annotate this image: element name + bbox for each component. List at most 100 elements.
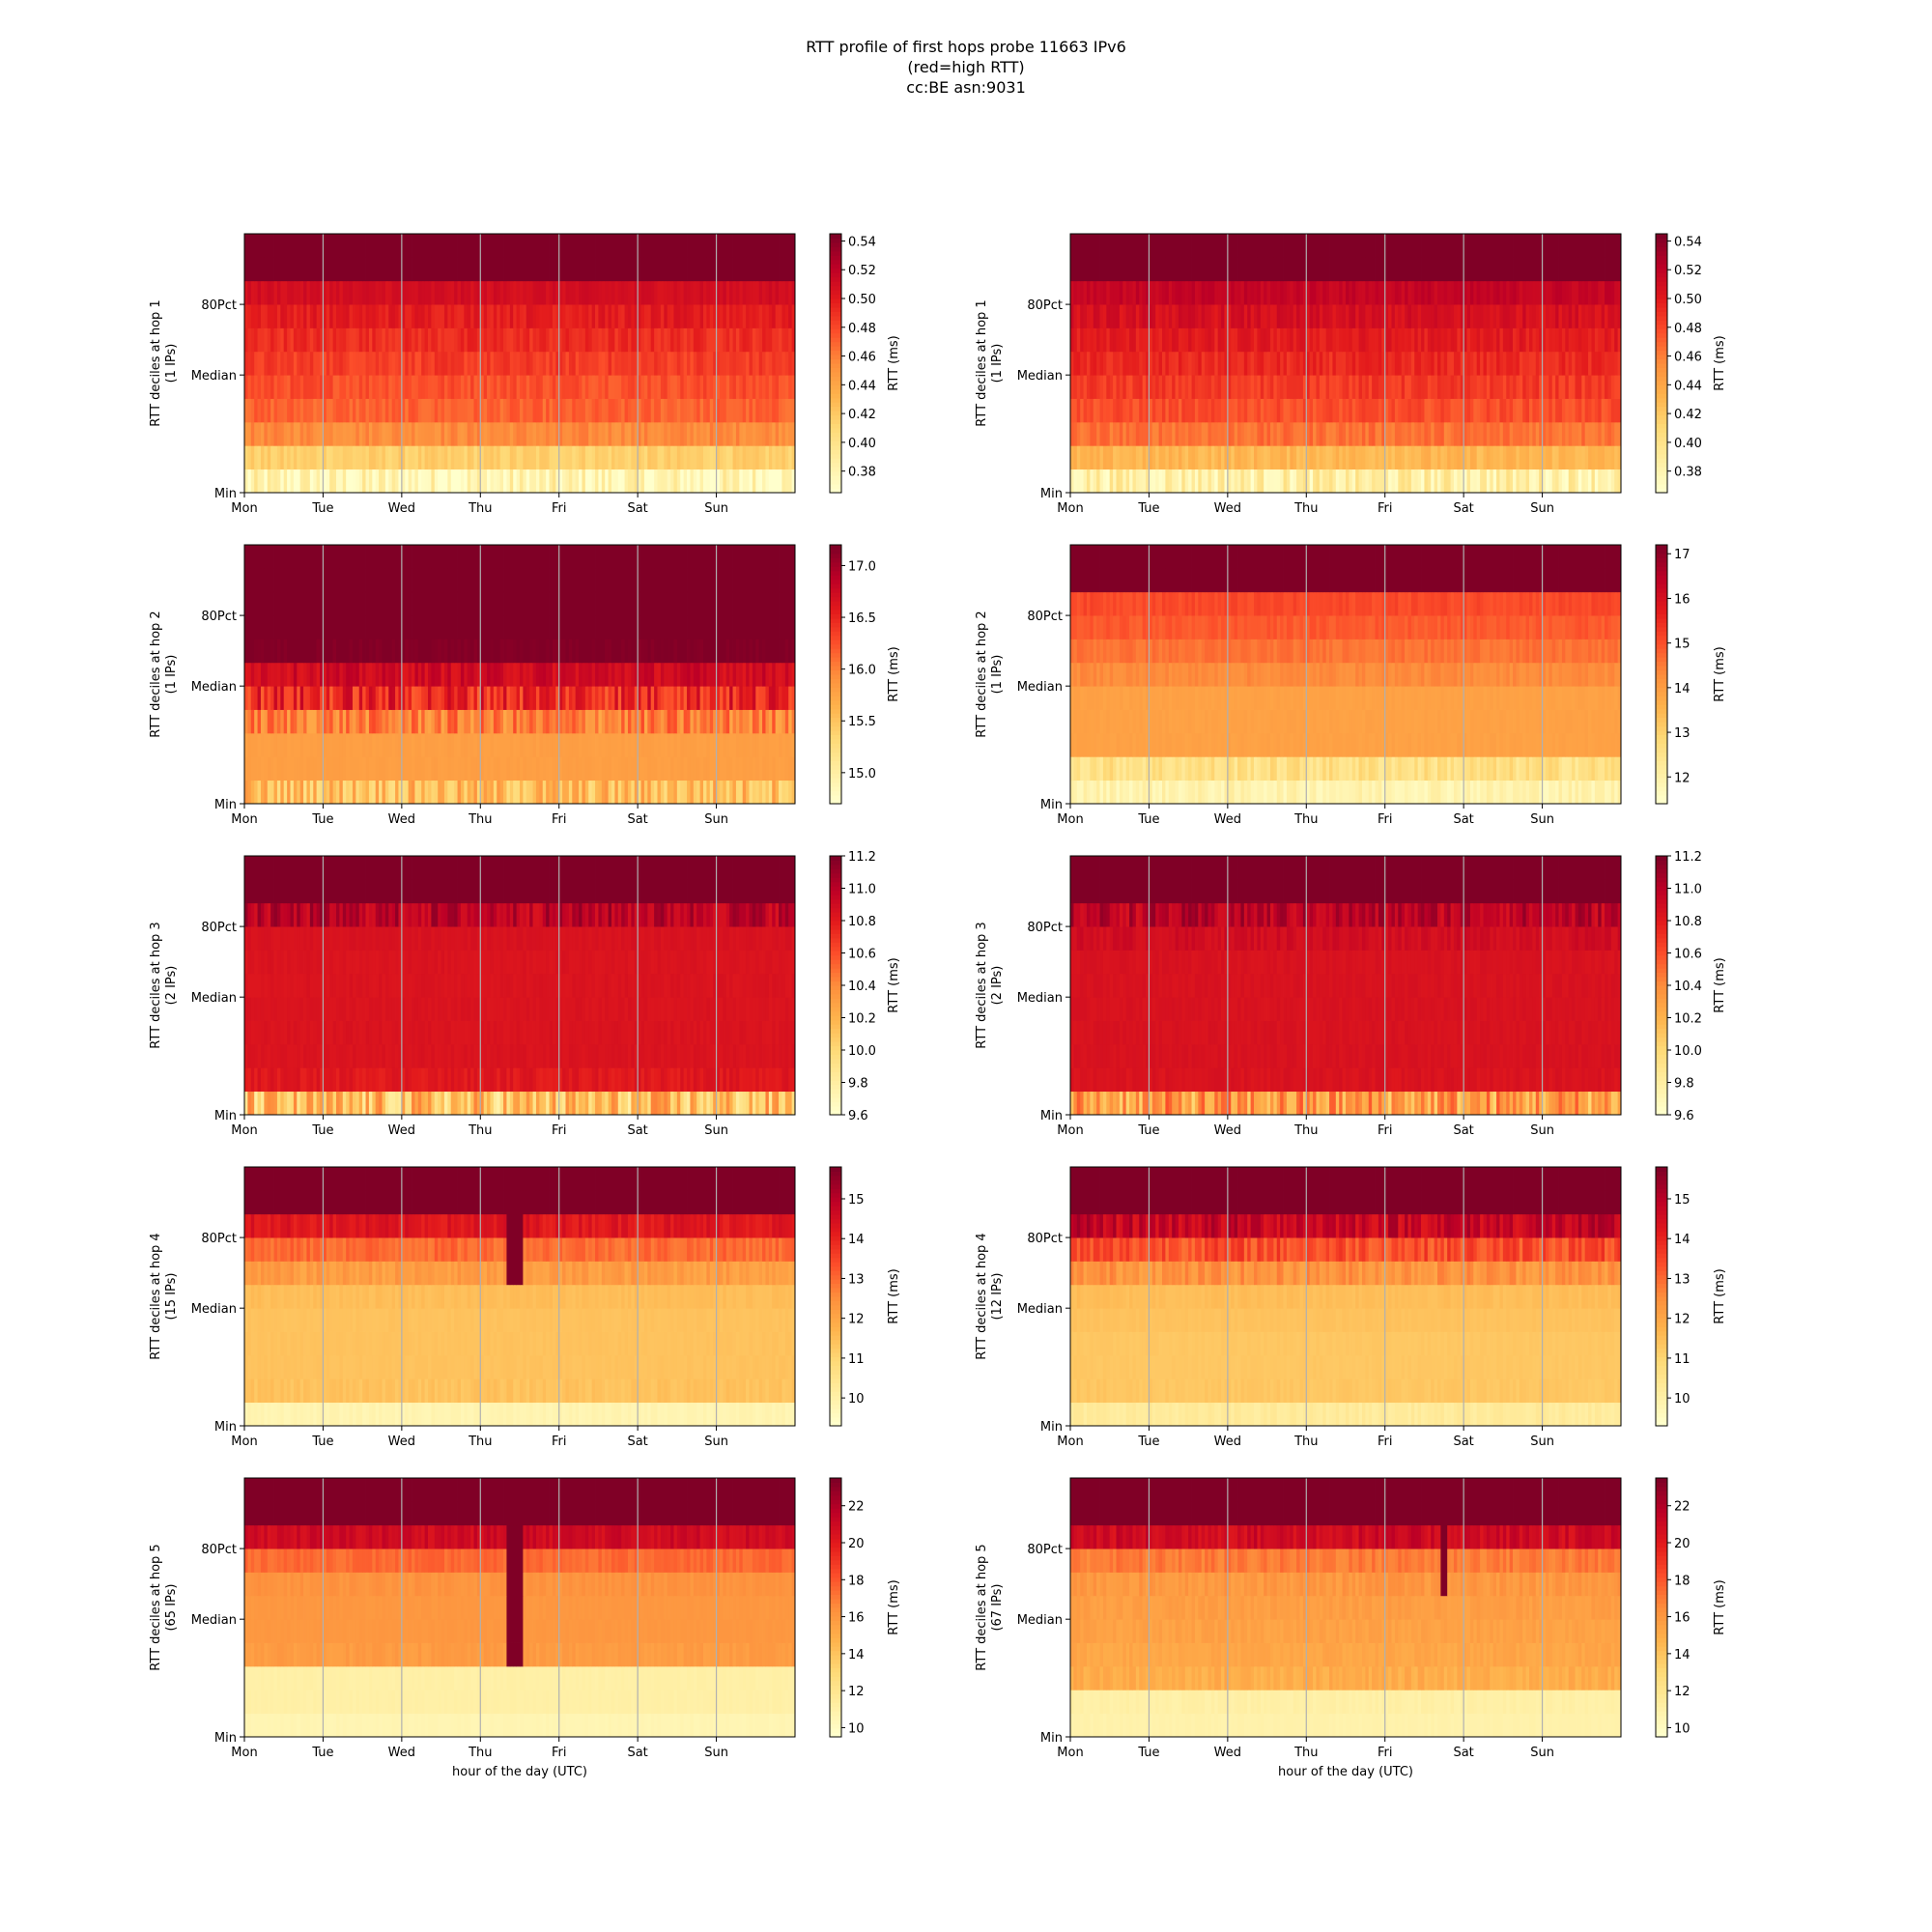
heatmap-cell [1607, 257, 1612, 282]
heatmap-cell [1135, 327, 1140, 353]
heatmap-cell [1476, 421, 1481, 446]
colorbar-step [830, 371, 841, 377]
colorbar-step [830, 298, 841, 303]
heatmap-cell [654, 756, 658, 781]
heatmap-cell [1405, 351, 1408, 376]
heatmap-cell [558, 304, 563, 328]
heatmap-cell [1365, 257, 1370, 282]
heatmap-cell [703, 709, 707, 734]
heatmap-cell [379, 469, 383, 494]
heatmap-cell [1299, 234, 1304, 258]
heatmap-cell [1532, 257, 1537, 282]
heatmap-cell [244, 756, 248, 781]
heatmap-cell [490, 421, 495, 446]
heatmap-cell [1257, 469, 1262, 494]
heatmap-cell [719, 257, 724, 282]
heatmap-cell [1132, 304, 1137, 328]
heatmap-cell [447, 686, 452, 710]
heatmap-cell [1532, 469, 1537, 494]
heatmap-cell [660, 257, 665, 282]
heatmap-cell [595, 280, 599, 305]
heatmap-cell [784, 469, 789, 494]
colorbar-step [830, 355, 841, 360]
heatmap-cell [1113, 304, 1117, 328]
heatmap-cell [535, 469, 540, 494]
heatmap-cell [624, 469, 629, 494]
heatmap-cell [1165, 257, 1170, 282]
heatmap-cell [627, 469, 632, 494]
heatmap-cell [1214, 469, 1219, 494]
heatmap-cell [673, 234, 678, 258]
heatmap-cell [749, 304, 753, 328]
heatmap-cell [326, 709, 330, 734]
heatmap-cell [546, 304, 550, 328]
heatmap-cell [276, 445, 281, 470]
heatmap-cell [342, 351, 347, 376]
heatmap-cell [1535, 280, 1540, 305]
heatmap-cell [1135, 257, 1140, 282]
heatmap-cell [749, 327, 753, 353]
heatmap-cell [375, 445, 380, 470]
heatmap-cell [421, 709, 425, 734]
heatmap-cell [260, 756, 265, 781]
heatmap-cell [627, 398, 632, 423]
heatmap-cell [516, 351, 521, 376]
heatmap-cell [358, 780, 363, 805]
heatmap-cell [1142, 421, 1147, 446]
heatmap-cell [572, 732, 577, 757]
heatmap-cell [1516, 445, 1520, 470]
heatmap-cell [1434, 234, 1438, 258]
heatmap-cell [1240, 398, 1245, 423]
heatmap-cell [454, 709, 458, 734]
heatmap-cell [401, 351, 406, 376]
colorbar-step [1656, 234, 1667, 239]
heatmap-cell [657, 280, 662, 305]
heatmap-cell [713, 398, 717, 423]
heatmap-cell [1227, 445, 1232, 470]
heatmap-cell [591, 709, 596, 734]
heatmap-cell [1483, 421, 1488, 446]
heatmap-cell [1142, 304, 1147, 328]
heatmap-cell [1499, 398, 1504, 423]
heatmap-cell [316, 732, 321, 757]
heatmap-cell [257, 421, 262, 446]
heatmap-cell [549, 756, 554, 781]
heatmap-cell [247, 234, 252, 258]
heatmap-cell [532, 421, 537, 446]
heatmap-cell [1440, 257, 1445, 282]
heatmap-cell [264, 421, 269, 446]
heatmap-cell [1322, 280, 1327, 305]
heatmap-cell [267, 375, 271, 399]
heatmap-cell [438, 280, 441, 305]
heatmap-cell [503, 351, 507, 376]
heatmap-cell [588, 756, 593, 781]
heatmap-cell [1231, 445, 1236, 470]
heatmap-cell [779, 732, 782, 757]
heatmap-cell [401, 732, 406, 757]
heatmap-cell [779, 686, 782, 710]
heatmap-cell [1276, 280, 1281, 305]
heatmap-cell [401, 234, 406, 258]
heatmap-cell [647, 327, 652, 353]
heatmap-cell [1125, 469, 1130, 494]
heatmap-cell [1086, 304, 1091, 328]
heatmap-cell [339, 662, 344, 687]
heatmap-cell [1492, 469, 1497, 494]
colorbar-tick-label: 0.46 [1674, 351, 1702, 365]
heatmap-cell [290, 398, 295, 423]
heatmap-cell [1342, 469, 1347, 494]
heatmap-cell [352, 445, 356, 470]
heatmap-cell [1542, 351, 1547, 376]
heatmap-cell [391, 375, 396, 399]
heatmap-cell [1394, 327, 1399, 353]
heatmap-cell [595, 445, 599, 470]
heatmap-cell [1286, 280, 1291, 305]
heatmap-cell [614, 398, 619, 423]
heatmap-cell [732, 421, 737, 446]
heatmap-cell [283, 780, 288, 805]
heatmap-cell [467, 780, 471, 805]
heatmap-cell [1257, 375, 1262, 399]
heatmap-cell [638, 662, 641, 687]
heatmap-cell [467, 709, 471, 734]
heatmap-cell [755, 280, 760, 305]
